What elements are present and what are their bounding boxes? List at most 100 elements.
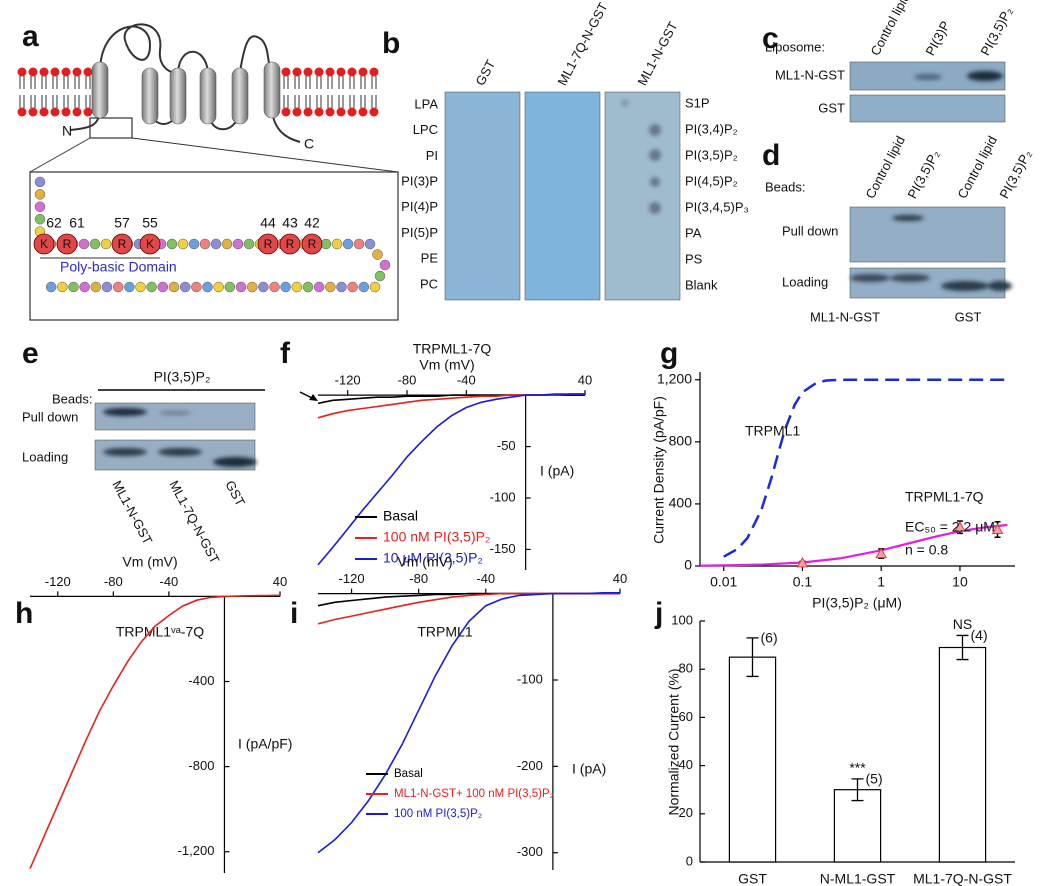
residue: [135, 281, 146, 293]
lipid-label: PS: [685, 251, 703, 266]
y-tick-label: 1,200: [657, 370, 692, 386]
y-axis-label: Normalized Current (%): [666, 668, 682, 815]
blot-strip: [444, 91, 521, 301]
lipid-label: PI(3,4,5)P₃: [685, 199, 749, 214]
residue: [347, 281, 358, 293]
legend-label: 100 nM PI(3,5)P₂: [394, 808, 482, 820]
n-label: (6): [761, 630, 778, 646]
y-tick-label: 0: [686, 853, 693, 868]
residue: [188, 238, 200, 250]
y-tick-label: -100: [490, 489, 516, 504]
residue: [34, 201, 46, 213]
lipid-head: [325, 67, 335, 77]
blot: [849, 94, 1006, 123]
column-label: PI(3)P: [922, 18, 953, 58]
series-label: TRPML1-7Q: [905, 489, 984, 505]
basic-residue: [56, 233, 78, 255]
x-tick-label: 0.1: [793, 574, 813, 590]
lipid-head: [303, 107, 313, 117]
lipid-label: PI(4,5)P₂: [685, 173, 738, 188]
panel-e-title: PI(3,5)P₂: [154, 369, 211, 385]
annotation: EC₅₀ = 2.2 μM: [905, 519, 995, 535]
residue: [232, 238, 244, 250]
column-label: ML1-N-GST: [634, 19, 680, 88]
y-tick-label: 100: [671, 612, 693, 627]
column-label: PI(3,5)P₂: [904, 147, 942, 201]
residue: [79, 281, 90, 293]
y-axis-label: I (pA): [540, 463, 574, 479]
blot-strip: [604, 91, 681, 301]
domain-label: Poly-basic Domain: [60, 259, 177, 275]
residue: [210, 238, 222, 250]
lipid-label: PI(3)P: [401, 174, 438, 189]
c-terminus: C: [304, 136, 314, 152]
lipid-head: [39, 107, 49, 117]
panel-label: c: [762, 22, 779, 55]
y-tick-label: -200: [517, 758, 543, 773]
x-tick-label: N-ML1-GST: [820, 871, 896, 886]
blot-bands: [103, 408, 257, 467]
residue: [336, 281, 347, 293]
n-label: (4): [971, 627, 988, 643]
row-header: Beads:: [765, 179, 805, 194]
x-tick-label: -120: [335, 373, 361, 388]
lipid-head: [292, 107, 302, 117]
residue: [243, 238, 255, 250]
y-tick-label: 400: [669, 495, 693, 511]
lipid-head: [336, 107, 346, 117]
lipid-head: [17, 67, 27, 77]
residue: [342, 238, 354, 250]
y-axis-label: I (pA/pF): [238, 736, 292, 752]
data-line: [29, 594, 281, 870]
lipid-label: S1P: [685, 95, 710, 110]
lipid-head: [347, 107, 357, 117]
x-tick-label: -80: [398, 373, 417, 388]
lipid-head: [325, 107, 335, 117]
helix: [199, 67, 217, 125]
lipid-label: PI(5)P: [401, 225, 438, 240]
lipid-head: [39, 67, 49, 77]
chart-title: TRPML1ᵛᵃ-7Q: [116, 624, 204, 640]
residue-number: 44: [260, 215, 276, 231]
lipid-label: PI(3,4)P₂: [685, 121, 738, 136]
x-tick-label: -120: [339, 571, 365, 586]
lipid-head: [281, 67, 291, 77]
residue: [213, 281, 224, 293]
row-label: GST: [818, 100, 845, 115]
residue-letter: R: [264, 237, 273, 251]
x-tick-label: 40: [578, 373, 592, 388]
residue: [146, 281, 157, 293]
residue-number: 55: [142, 215, 158, 231]
residue-letter: K: [146, 237, 154, 251]
x-axis-label: Vm (mV): [122, 554, 177, 570]
legend-label: 100 nM PI(3,5)P₂: [383, 529, 490, 545]
panel-label: j: [654, 597, 663, 630]
residue: [124, 281, 135, 293]
x-tick-label: -80: [104, 574, 123, 589]
residue-letter: K: [40, 237, 48, 251]
residue: [372, 249, 383, 260]
residue: [199, 238, 211, 250]
blot: [849, 206, 1006, 263]
row-label: Pull down: [782, 223, 838, 238]
residue: [258, 281, 269, 293]
lipid-head: [314, 67, 324, 77]
x-tick-label: 0.01: [710, 574, 737, 590]
helix: [263, 61, 281, 119]
residue: [90, 281, 102, 293]
data-point: [954, 521, 966, 532]
residue: [364, 238, 376, 250]
lipid-head: [17, 107, 27, 117]
y-tick-label: 80: [679, 661, 693, 676]
residue: [202, 281, 213, 293]
residue: [280, 281, 291, 293]
residue-number: 57: [114, 215, 130, 231]
legend-label: Basal: [383, 508, 418, 524]
significance-label: ***: [849, 760, 866, 776]
y-tick-label: 20: [679, 805, 693, 820]
lipid-label: PI: [426, 148, 438, 163]
residue: [353, 238, 365, 250]
lipid-head: [281, 107, 291, 117]
x-axis-label: PI(3,5)P₂ (μM): [812, 595, 902, 611]
